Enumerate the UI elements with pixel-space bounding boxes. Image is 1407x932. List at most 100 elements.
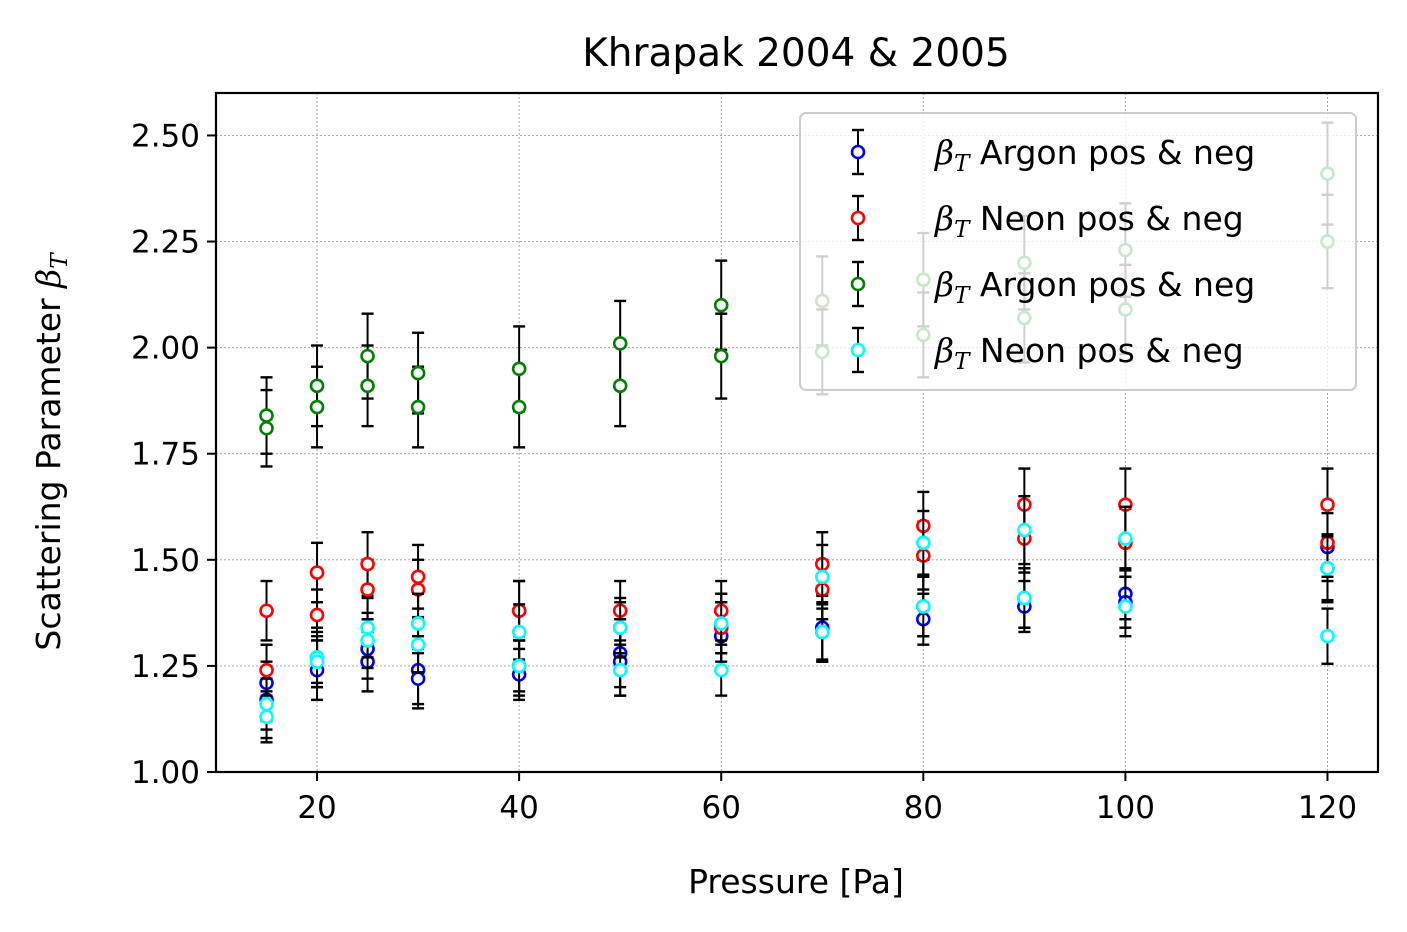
y-tick-label: 1.25 xyxy=(131,649,200,685)
data-point xyxy=(612,620,628,636)
legend-label: βT Neon pos & neg xyxy=(933,331,1244,375)
data-point xyxy=(713,662,729,678)
x-tick-label: 120 xyxy=(1298,790,1357,826)
legend-entry: βT Neon pos & neg xyxy=(850,194,1244,243)
faded-point xyxy=(916,291,931,379)
data-point xyxy=(916,535,931,551)
x-tick-label: 60 xyxy=(701,790,740,826)
data-point xyxy=(1017,310,1032,326)
data-point xyxy=(511,399,527,415)
y-axis-label: Scattering Parameter βT xyxy=(29,252,73,651)
legend-entry: βT Argon pos & neg xyxy=(850,128,1255,177)
legend-entry: βT Neon pos & neg xyxy=(850,326,1244,375)
data-point xyxy=(259,408,274,423)
data-point xyxy=(612,378,628,394)
data-point xyxy=(916,327,931,343)
data-point xyxy=(360,633,375,648)
data-point xyxy=(360,582,375,597)
data-point xyxy=(259,662,274,678)
data-point xyxy=(1118,242,1133,258)
data-point xyxy=(1118,302,1133,317)
series-3 xyxy=(259,494,1335,744)
data-point xyxy=(309,607,325,623)
data-point xyxy=(1320,628,1335,644)
faded-point xyxy=(1118,202,1133,298)
legend-box xyxy=(799,112,1357,391)
data-point xyxy=(1320,560,1335,576)
data-point xyxy=(916,599,931,614)
faded-point xyxy=(814,255,830,347)
chart-title: Khrapak 2004 & 2005 xyxy=(582,31,1010,76)
data-point xyxy=(511,361,527,377)
data-point xyxy=(814,624,830,640)
data-point xyxy=(259,420,274,436)
data-point xyxy=(1320,166,1335,181)
data-point xyxy=(360,348,375,364)
data-point xyxy=(410,616,426,631)
legend-label: βT Argon pos & neg xyxy=(933,133,1255,177)
x-axis-label: Pressure [Pa] xyxy=(688,862,904,901)
data-point xyxy=(410,637,426,652)
data-point xyxy=(410,365,426,381)
data-point xyxy=(1017,522,1032,538)
data-point xyxy=(612,336,628,351)
data-point xyxy=(713,297,729,313)
data-point xyxy=(410,399,426,415)
data-point xyxy=(916,272,931,288)
series-1 xyxy=(259,467,1335,697)
legend-marker xyxy=(850,276,866,292)
legend-entry: βT Argon pos & neg xyxy=(850,260,1255,309)
data-point xyxy=(511,658,527,674)
y-tick-label: 1.00 xyxy=(131,755,200,791)
x-tick-label: 80 xyxy=(904,790,943,826)
x-tick-label: 100 xyxy=(1096,790,1155,826)
y-tick-label: 2.25 xyxy=(131,225,200,261)
data-point xyxy=(360,378,375,394)
series-2 xyxy=(259,259,729,468)
data-point xyxy=(410,569,426,585)
y-tick-label: 2.50 xyxy=(131,118,200,154)
y-tick-label: 1.50 xyxy=(131,543,200,579)
data-point xyxy=(360,620,375,636)
plot-frame xyxy=(214,91,1380,774)
legend-label: βT Argon pos & neg xyxy=(933,265,1255,309)
data-point xyxy=(259,603,274,619)
data-point xyxy=(814,293,830,309)
legend-marker xyxy=(850,342,866,358)
data-point xyxy=(259,709,274,725)
data-point xyxy=(309,399,325,415)
data-point xyxy=(1320,497,1335,512)
data-point xyxy=(309,654,325,669)
data-point xyxy=(511,624,527,640)
data-point xyxy=(612,662,628,678)
faded-point xyxy=(916,231,931,328)
legend-marker xyxy=(850,210,866,226)
data-point xyxy=(1017,590,1032,606)
data-point xyxy=(814,569,830,585)
data-point xyxy=(1118,599,1133,614)
x-tick-label: 40 xyxy=(499,790,538,826)
data-point xyxy=(360,556,375,572)
y-tick-label: 1.75 xyxy=(131,437,200,473)
faded-point xyxy=(1017,272,1032,364)
data-point xyxy=(713,616,729,631)
faded-point xyxy=(1118,263,1133,356)
data-point xyxy=(1320,234,1335,249)
data-point xyxy=(814,344,830,360)
data-point xyxy=(410,671,426,686)
data-marks xyxy=(259,259,1335,744)
axes: 20 40 60 80 100 120 1.00 1.25 1.50 1.75 2.00 2.25 2.… xyxy=(131,118,1357,826)
legend: βT Argon pos & neg βT Neon pos & neg βT Ar… xyxy=(799,112,1357,396)
legend-label: βT Neon pos & neg xyxy=(933,199,1244,243)
x-tick-label: 20 xyxy=(297,790,336,826)
data-point xyxy=(1017,255,1032,271)
y-tick-label: 2.00 xyxy=(131,331,200,367)
data-point xyxy=(1118,531,1133,546)
faded-point xyxy=(1320,193,1335,290)
faded-point xyxy=(814,308,830,396)
data-point xyxy=(309,378,325,394)
data-point xyxy=(309,565,325,580)
data-point xyxy=(713,348,729,364)
legend-marker xyxy=(850,144,866,160)
